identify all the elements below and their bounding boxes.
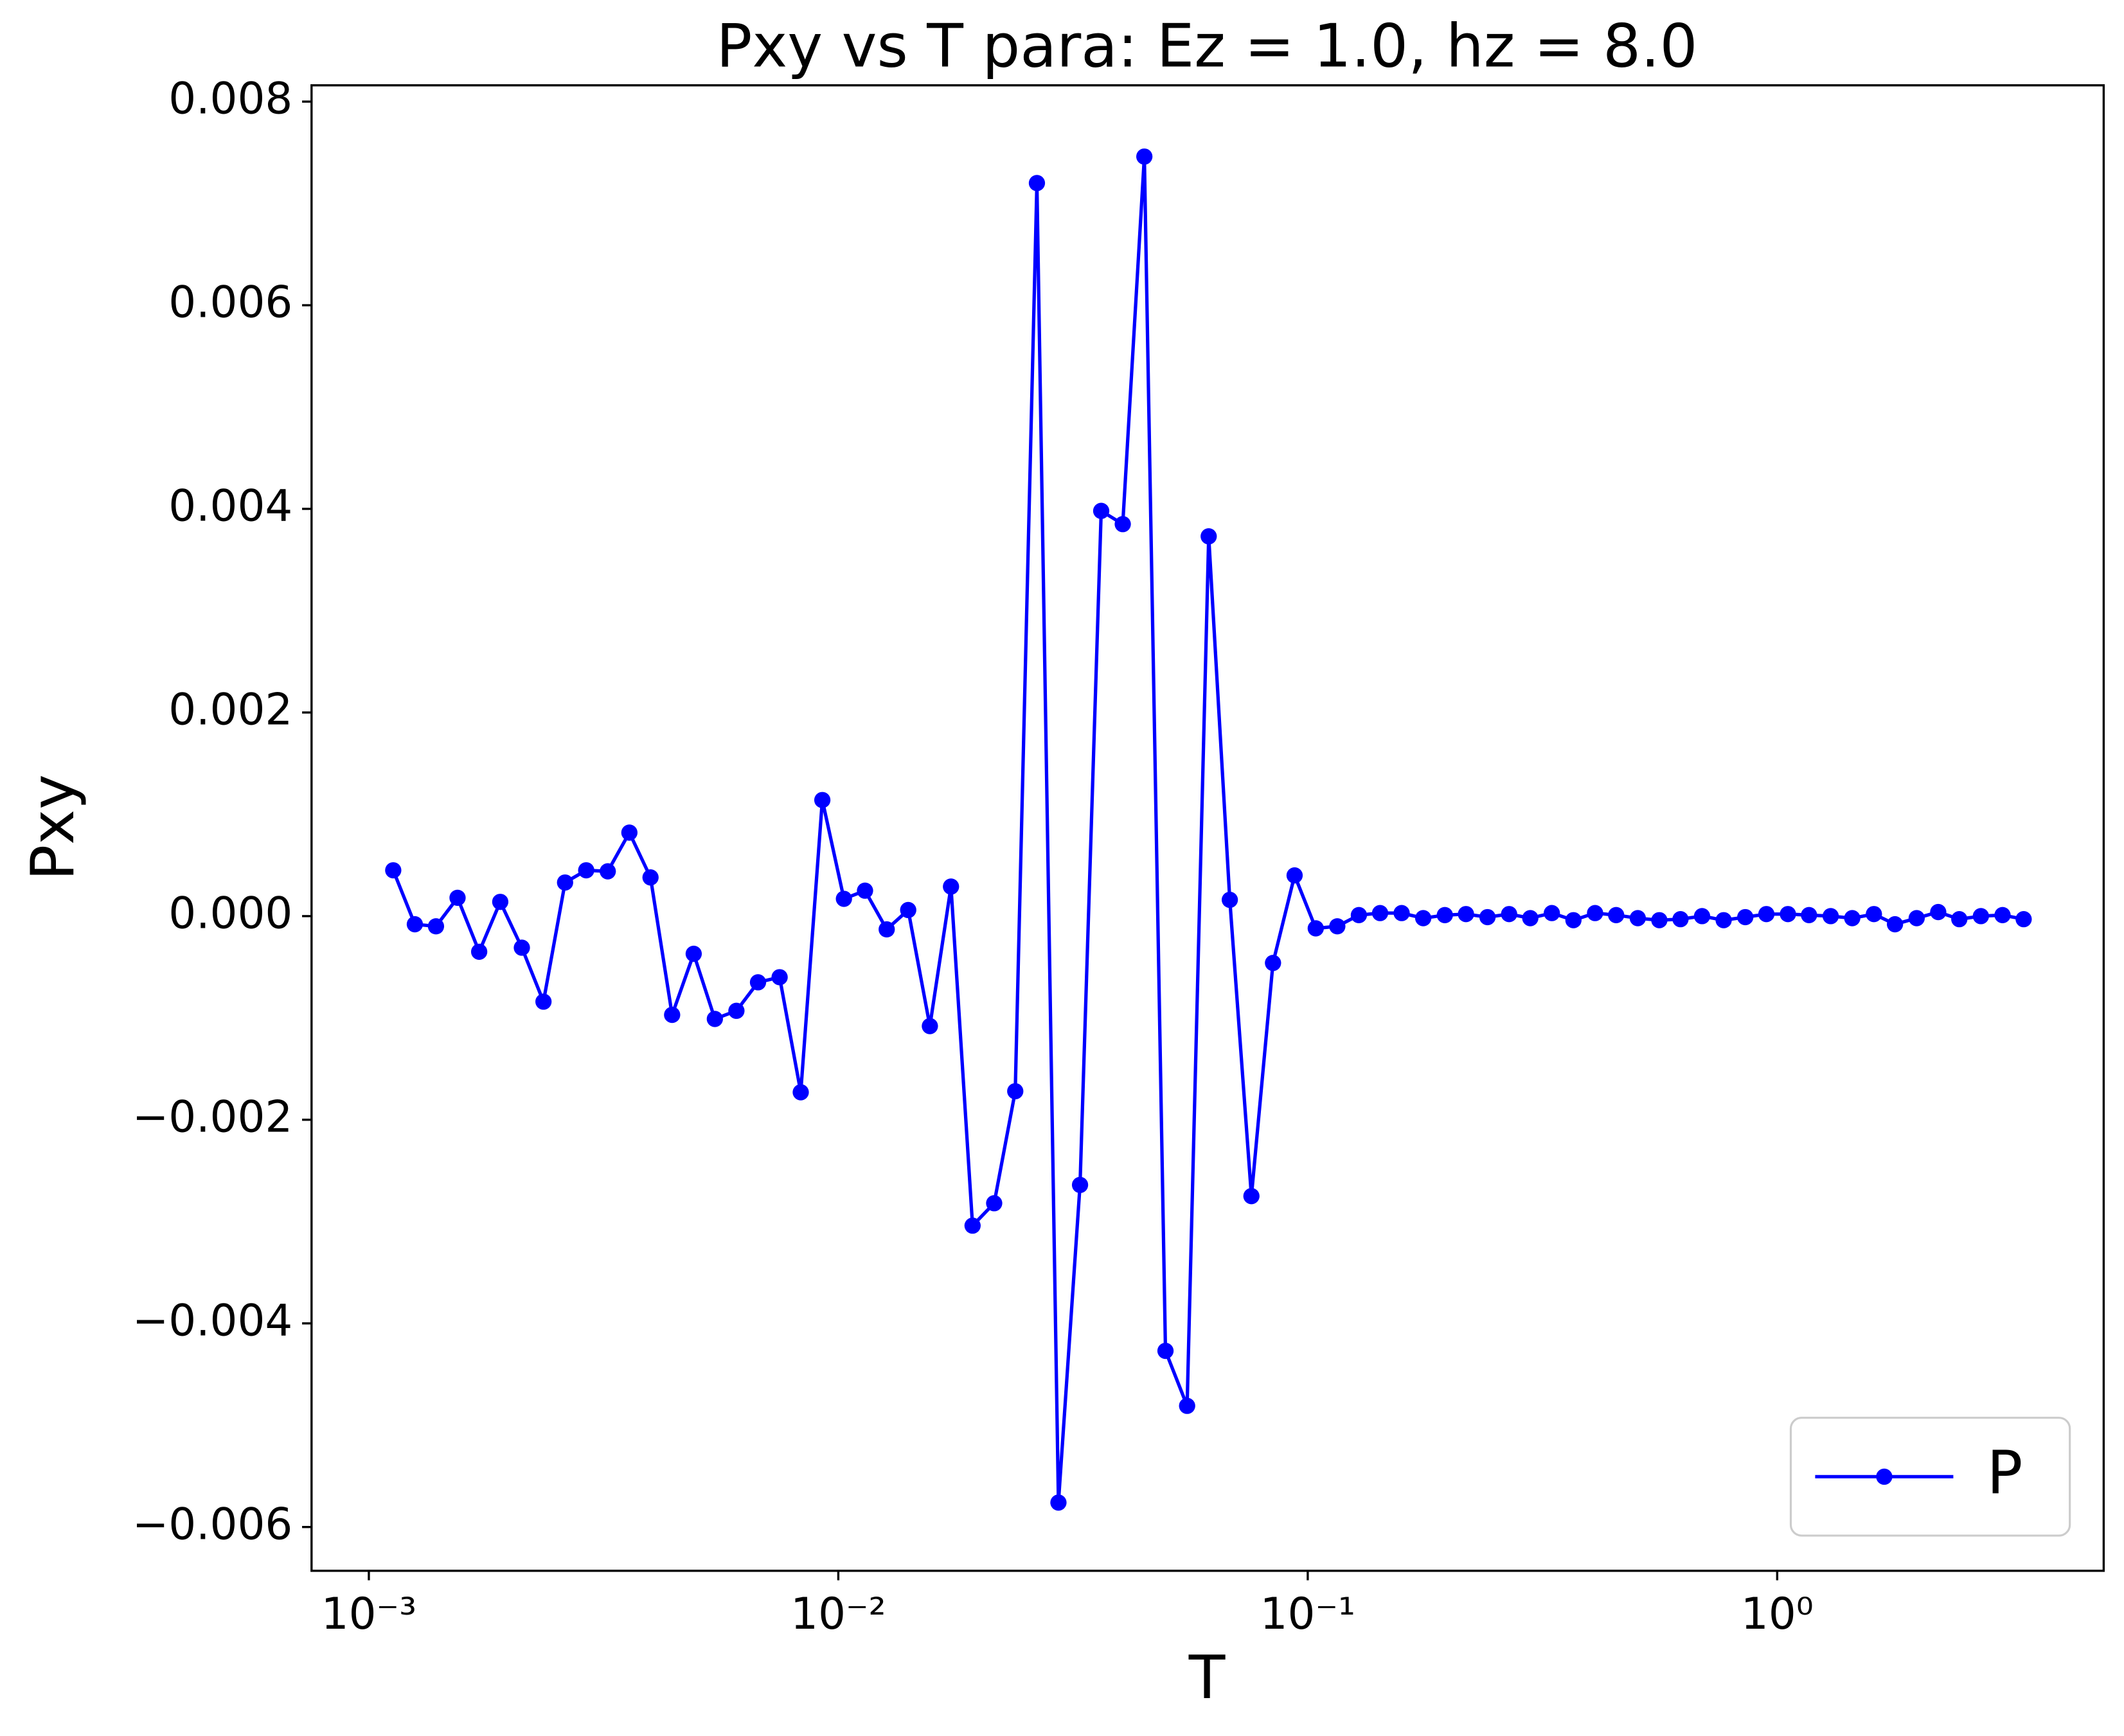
data-point — [857, 882, 873, 899]
data-point — [470, 943, 488, 961]
data-point — [1822, 908, 1839, 925]
data-point — [964, 1218, 981, 1234]
data-point — [1544, 905, 1560, 921]
data-point — [986, 1195, 1003, 1212]
data-point — [1350, 907, 1368, 923]
y-tick-label: 0.004 — [168, 481, 292, 531]
y-tick-label: −0.004 — [132, 1295, 293, 1345]
data-point — [1715, 912, 1732, 928]
data-point — [814, 792, 831, 808]
x-axis-label: T — [1188, 1643, 1226, 1712]
data-point — [749, 974, 767, 991]
data-point — [535, 993, 552, 1010]
x-tick-label: 10⁻³ — [321, 1588, 416, 1639]
data-point — [406, 916, 424, 933]
data-point — [1050, 1494, 1067, 1511]
data-point — [600, 863, 616, 880]
data-point — [1071, 1176, 1089, 1193]
data-point — [1758, 906, 1775, 923]
data-point — [578, 862, 594, 879]
y-tick-label: −0.006 — [132, 1498, 293, 1549]
data-point — [1951, 911, 1968, 928]
data-point — [792, 1084, 809, 1101]
data-point — [1501, 906, 1517, 923]
data-point — [1908, 910, 1925, 926]
data-point — [922, 1018, 938, 1034]
legend-label: P — [1987, 1438, 2023, 1507]
data-point — [621, 824, 638, 841]
chart-title: Pxy vs T para: Ez = 1.0, hz = 8.0 — [717, 11, 1698, 80]
data-point — [449, 889, 466, 907]
x-tick-label: 10⁻¹ — [1260, 1588, 1355, 1639]
data-point — [1930, 903, 1947, 921]
y-tick-label: 0.002 — [168, 684, 292, 735]
data-point — [1972, 908, 1989, 925]
data-point — [771, 969, 788, 986]
x-tick-label: 10⁻² — [790, 1588, 886, 1639]
data-point — [1221, 891, 1238, 908]
data-point — [879, 921, 895, 938]
data-point — [1608, 907, 1625, 923]
data-point — [685, 945, 702, 962]
data-point — [1522, 910, 1539, 926]
data-point — [1629, 910, 1647, 926]
data-point — [1286, 867, 1303, 884]
data-point — [427, 918, 445, 935]
y-tick-label: 0.008 — [168, 73, 292, 124]
y-tick-label: 0.006 — [168, 277, 292, 328]
data-point — [706, 1011, 723, 1027]
y-tick-label: −0.002 — [132, 1091, 293, 1142]
data-point — [1329, 918, 1346, 935]
data-line — [391, 156, 2024, 1503]
data-point — [1243, 1188, 1260, 1205]
data-point — [1844, 910, 1861, 926]
data-point — [385, 862, 402, 879]
data-point — [1780, 906, 1796, 923]
data-point — [1393, 905, 1410, 921]
data-point — [1136, 148, 1153, 165]
data-point — [664, 1006, 681, 1023]
y-axis-label: Pxy — [18, 774, 87, 881]
legend-marker — [1876, 1468, 1893, 1485]
data-point — [1415, 910, 1432, 926]
data-point — [1801, 907, 1817, 923]
data-point — [642, 869, 659, 886]
data-point — [1693, 908, 1711, 925]
data-point — [1436, 907, 1453, 923]
data-point — [728, 1002, 745, 1019]
y-tick-label: 0.000 — [168, 887, 292, 938]
data-point — [1651, 912, 1668, 928]
data-point — [1479, 908, 1496, 926]
data-point — [1093, 502, 1110, 519]
data-point — [835, 890, 852, 907]
data-point — [513, 939, 530, 956]
data-point — [1157, 1342, 1174, 1360]
data-point — [1886, 916, 1904, 933]
data-point — [1307, 920, 1324, 937]
data-point — [1994, 907, 2011, 923]
data-point — [1458, 906, 1474, 923]
data-point — [1565, 912, 1582, 928]
data-point — [1371, 905, 1389, 921]
data-point — [1737, 908, 1754, 926]
data-point — [1114, 516, 1131, 533]
data-point — [557, 874, 573, 891]
data-point — [1587, 905, 1603, 921]
data-point — [1866, 906, 1882, 923]
data-point — [1265, 955, 1281, 971]
data-point — [1179, 1397, 1195, 1414]
data-point — [492, 894, 509, 910]
x-tick-label: 10⁰ — [1741, 1588, 1814, 1639]
data-point — [1007, 1083, 1024, 1100]
data-point — [2015, 911, 2032, 928]
data-point — [943, 878, 959, 895]
data-point — [1672, 911, 1689, 928]
data-point — [1200, 528, 1217, 545]
plot-frame — [310, 84, 2105, 1572]
data-point — [900, 901, 916, 919]
data-point — [1028, 175, 1046, 191]
